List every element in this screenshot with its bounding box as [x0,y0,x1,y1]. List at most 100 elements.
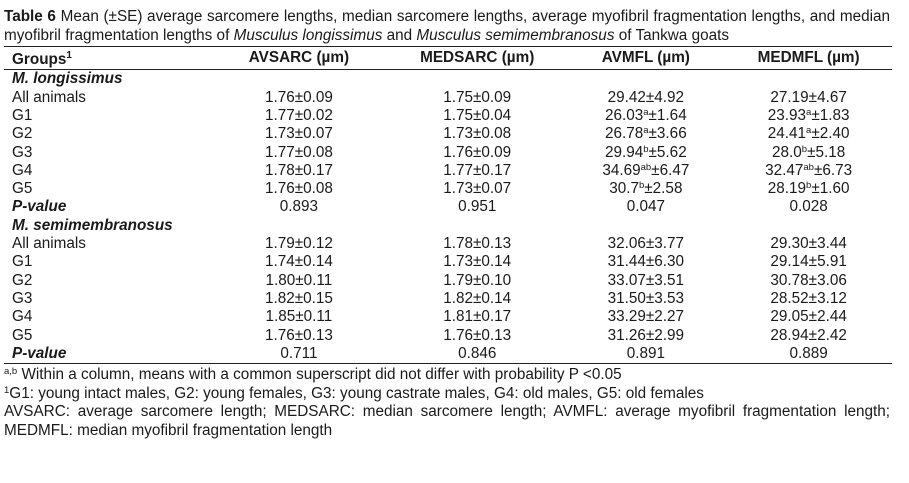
mean-value: 32.06 [607,235,646,253]
pvalue-label: P-value [12,344,67,362]
avsarc-cell: 1.74±0.14 [264,253,333,271]
se-value: ±3.44 [808,235,847,253]
table-row: All animals 1.76±0.09 1.75±0.09 29.42±4.92 2… [4,89,892,107]
se-value: ±6.73 [813,161,853,179]
table-row: G1 1.74±0.14 1.73±0.14 31.44±6.30 29.14±5.91 [4,253,892,271]
avsarc-cell: 1.77±0.02 [264,106,333,124]
pvalue-row: P-value 0.711 0.846 0.891 0.889 [4,345,892,364]
se-value: ±3.53 [645,289,685,307]
medsarc-cell: 1.81±0.17 [443,308,512,326]
pvalue-cell: 0.028 [789,198,828,216]
header-row: Groups1 AVSARC (µm) MEDSARC (µm) AVMFL (… [4,46,892,70]
header-avsarc: AVSARC (µm) [248,49,350,67]
table-row: G1 1.77±0.02 1.75±0.04 26.03a±1.64 23.93a±1.… [4,107,892,125]
section-header-row: M. longissimus [4,70,892,89]
table-document: Table 6 Mean (±SE) average sarcomere len… [4,8,892,439]
avmfl-cell: 31.26±2.99 [566,327,725,345]
pvalue-cell: 0.047 [626,198,665,216]
group-cell: G1 [12,253,33,271]
mean-value: 28.52 [770,289,809,307]
footnote-groups-text: G1: young intact males, G2: young female… [9,384,704,402]
avmfl-cell: 26.78a±3.66 [566,125,725,143]
avsarc-cell: 1.76±0.13 [264,326,333,344]
medsarc-cell: 1.76±0.13 [443,326,512,344]
pvalue-cell: 0.889 [789,344,828,362]
header-groups: Groups1 [4,47,210,70]
header-avmfl: AVMFL (µm) [601,49,690,67]
caption-species-2: Musculus semimembranosus [416,27,615,44]
pvalue-row: P-value 0.893 0.951 0.047 0.028 [4,198,892,216]
mean-value: 26.78 [604,125,644,143]
avsarc-cell: 1.77±0.08 [264,143,333,161]
table-row: G5 1.76±0.08 1.73±0.07 30.7b±2.58 28.19b±1.6… [4,180,892,198]
footnote-significance: a,b Within a column, means with a common… [4,366,890,385]
caption-and: and [382,27,417,44]
avmfl-cell: 29.94b±5.62 [566,144,725,162]
mean-value: 24.41 [767,125,807,143]
avmfl-cell: 33.07±3.51 [566,272,725,290]
medmfl-cell: 28.0b±5.18 [725,144,892,162]
table-row: G5 1.76±0.13 1.76±0.13 31.26±2.99 28.94±2.42 [4,327,892,345]
group-cell: G3 [12,289,33,307]
mean-value: 29.42 [607,88,646,106]
superscript-letter: b [643,143,649,155]
group-cell: All animals [12,235,86,253]
se-value: ±1.83 [811,106,850,124]
superscript-letter: a [643,125,649,137]
pvalue-cell: 0.893 [279,198,319,216]
se-value: ±2.40 [811,125,850,143]
mean-value: 31.44 [607,253,646,271]
se-value: ±4.67 [808,88,847,106]
pvalue-cell: 0.891 [626,344,665,362]
mean-value: 31.26 [607,326,646,344]
se-value: ±5.62 [648,143,687,161]
footnote-abbreviations: AVSARC: average sarcomere length; MEDSAR… [4,403,890,439]
mean-value: 34.69 [602,161,641,179]
se-value: ±3.12 [808,289,847,307]
group-cell: G4 [12,161,33,179]
header-groups-label: Groups [12,51,67,69]
medmfl-cell: 28.94±2.42 [725,327,892,345]
header-medsarc: MEDSARC (µm) [420,49,535,67]
se-value: ±5.18 [807,143,846,161]
avsarc-cell: 1.73±0.07 [264,125,333,143]
group-cell: G3 [12,143,33,161]
medmfl-cell: 28.52±3.12 [725,290,892,308]
medmfl-cell: 29.05±2.44 [725,308,892,326]
mean-value: 29.30 [770,235,809,253]
avmfl-cell: 26.03a±1.64 [566,107,725,125]
table-row: All animals 1.79±0.12 1.78±0.13 32.06±3.77 2… [4,235,892,253]
superscript-letter: b [806,180,812,192]
se-value: ±3.66 [648,125,687,143]
medsarc-cell: 1.76±0.09 [443,143,512,161]
medsarc-cell: 1.73±0.14 [443,253,512,271]
medmfl-cell: 29.30±3.44 [725,235,892,253]
group-cell: G2 [12,125,33,143]
header-groups-sup: 1 [66,50,72,61]
group-cell: G5 [12,326,33,344]
table-row: G3 1.82±0.15 1.82±0.14 31.50±3.53 28.52±3.12 [4,290,892,308]
avmfl-cell: 29.42±4.92 [566,89,725,107]
avmfl-cell: 32.06±3.77 [566,235,725,253]
pvalue-label: P-value [12,198,67,216]
footnote-groups: 1G1: young intact males, G2: young femal… [4,385,890,404]
avsarc-cell: 1.85±0.11 [265,308,333,326]
group-cell: G4 [12,308,33,326]
mean-value: 32.47 [765,161,804,179]
table-row: G3 1.77±0.08 1.76±0.09 29.94b±5.62 28.0b±5.1… [4,144,892,162]
pvalue-cell: 0.846 [458,344,497,362]
avmfl-cell: 33.29±2.27 [566,308,725,326]
medsarc-cell: 1.73±0.08 [443,125,512,143]
superscript-letter: ab [803,161,814,173]
mean-value: 29.05 [770,308,809,326]
mean-value: 29.94 [604,143,644,161]
medsarc-cell: 1.79±0.10 [443,271,512,289]
caption-species-1: Musculus longissimus [233,27,383,44]
footnote-significance-sup: a,b [4,366,18,378]
group-cell: G2 [12,271,33,289]
avsarc-cell: 1.80±0.11 [265,271,333,289]
mean-value: 26.03 [604,106,644,124]
mean-value: 30.7 [609,180,639,198]
se-value: ±3.77 [645,235,685,253]
pvalue-cell: 0.951 [458,198,497,216]
